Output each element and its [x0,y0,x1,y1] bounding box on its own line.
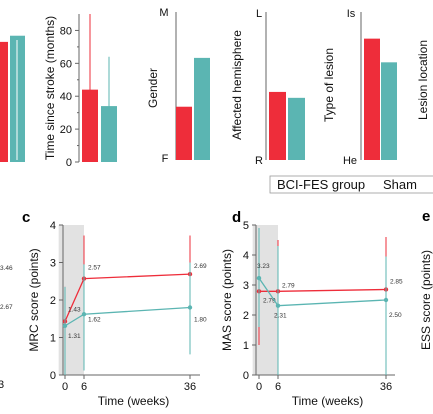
lesion-location-ylabel: Lesion location [416,40,430,120]
y-tick-label: 3 [50,258,56,270]
y-tick-label: 5 [243,220,249,232]
x-tick-label: 6 [81,381,87,393]
data-label: 2.57 [88,265,101,272]
panel-partial-b: 3.46 2.67 3 [0,265,13,391]
x-tick-label: 6 [275,381,281,393]
ah-bar-bci [269,91,286,160]
panel-letter: d [232,209,241,226]
panel-mas: 0 1 2 3 4 5 0 6 36 Time (weeks) MAS score (points)… [220,209,403,408]
tol-tick-bottom: He [343,155,357,167]
point-sham [62,323,68,329]
x-tick-label: 0 [256,381,262,393]
data-label: 2.31 [274,313,287,320]
panel-time-since-stroke: 0 20 40 60 80 Time since stroke (months) [43,14,117,169]
panel-letter: c [22,209,30,226]
panel-mrc: 0 1 2 3 4 0 6 36 Time (weeks) MRC score (points) c… [22,209,207,408]
tss-y-tick-label: 80 [60,25,72,37]
data-label: 2.79 [282,282,295,289]
partial-left-bar-bci [0,41,8,162]
y-tick-label: 2 [243,310,249,322]
tss-y-tick-label: 20 [60,124,72,136]
y-tick-label: 1 [243,340,249,352]
data-label: 1.62 [88,316,101,323]
data-label: 2.50 [389,312,402,319]
partial-b-tick: 3 [0,379,4,391]
y-tick-label: 4 [243,250,249,262]
panel-affected-hemisphere: L R Affected hemisphere [230,8,305,167]
data-label: 1.43 [68,306,81,313]
tol-tick-top: Is [347,8,356,20]
partial-b-label-a: 3.46 [0,265,13,272]
x-tick-label: 0 [62,381,68,393]
x-axis-label: Time (weeks) [98,394,170,408]
y-tick-label: 0 [50,370,56,382]
y-axis-label: MRC score (points) [27,248,41,351]
point-sham [256,275,262,281]
legend-label-sham: Sham [383,177,417,192]
point-sham [383,297,389,303]
panel-letter-e: e [422,208,430,225]
y-axis-label: MAS score (points) [220,249,234,351]
tol-ylabel: Type of lesion [322,48,336,122]
point-sham [275,303,281,308]
tss-y-tick-label: 0 [66,157,72,169]
legend-label-bci: BCI-FES group [277,177,365,192]
y-tick-label: 3 [243,280,249,292]
gender-tick-bottom: F [162,153,169,165]
tss-y-tick-label: 40 [60,91,72,103]
gender-bar-sham [194,57,210,160]
tss-ylabel: Time since stroke (months) [43,16,57,160]
tss-y-tick-label: 60 [60,58,72,70]
point-sham [187,305,193,310]
point-sham [81,312,87,317]
panel-gender: M F Gender [146,7,210,165]
data-label: 2.69 [194,263,207,270]
ah-bar-sham [288,97,305,160]
y-tick-label: 1 [50,333,56,345]
ah-tick-top: L [256,8,262,20]
tol-bar-sham [381,62,397,160]
gender-ylabel: Gender [146,68,160,108]
gender-tick-top: M [159,7,168,19]
y-tick-label: 0 [243,370,249,382]
ah-tick-bottom: R [255,155,263,167]
partial-b-label-b: 2.67 [0,304,13,311]
data-label: 1.31 [68,333,81,340]
x-tick-label: 36 [380,381,392,393]
panel-ess-partial: e ESS score (points) [419,208,433,350]
gender-bar-bci [176,106,192,160]
ah-ylabel: Affected hemisphere [230,30,244,140]
legend-box [269,175,433,194]
ess-ylabel: ESS score (points) [419,250,433,350]
x-axis-label: Time (weeks) [292,394,364,408]
y-tick-label: 2 [50,295,56,307]
tol-bar-bci [364,38,380,160]
x-tick-label: 36 [184,381,196,393]
y-tick-label: 4 [50,220,56,232]
data-label: 3.23 [257,263,270,270]
legend: BCI-FES group Sham [269,175,433,194]
data-label: 1.80 [194,317,207,324]
panel-partial-left [0,35,25,162]
data-label: 2.79 [263,297,276,304]
panel-type-of-lesion: Is He Type of lesion [322,8,397,167]
data-label: 2.85 [390,279,403,286]
